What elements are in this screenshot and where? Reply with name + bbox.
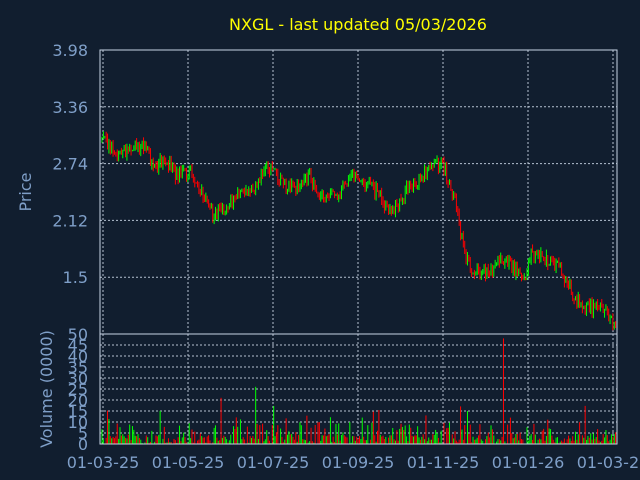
volume-tick-label: 5	[78, 424, 88, 443]
price-tick-label: 3.98	[52, 41, 88, 60]
volume-tick-label: 30	[68, 369, 88, 388]
x-tick-label: 01-07-25	[237, 453, 310, 472]
volume-tick-label: 35	[68, 358, 88, 377]
price-tick-label: 1.5	[63, 268, 88, 287]
volume-tick-label: 10	[68, 413, 88, 432]
volume-tick-label: 0	[78, 435, 88, 454]
volume-axis-label: Volume (0000)	[37, 330, 56, 448]
price-tick-label: 2.12	[52, 211, 88, 230]
price-axis-label: Price	[16, 172, 35, 211]
price-tick-label: 3.36	[52, 98, 88, 117]
chart-title: NXGL - last updated 05/03/2026	[229, 15, 487, 34]
price-tick-label: 2.74	[52, 155, 88, 174]
x-tick-label: 01-11-25	[407, 453, 480, 472]
volume-tick-label: 25	[68, 380, 88, 399]
x-tick-label: 01-05-25	[152, 453, 225, 472]
x-tick-label: 01-03-25	[67, 453, 140, 472]
x-grid	[102, 50, 614, 444]
candlestick-series	[101, 131, 618, 332]
volume-tick-label: 45	[68, 336, 88, 355]
volume-tick-label: 15	[68, 402, 88, 421]
x-axis-ticks: 01-03-25 01-05-25 01-07-25 01-09-25 01-11-25…	[67, 453, 640, 472]
price-axis-ticks: 3.98 3.36 2.74 2.12 1.5	[52, 41, 88, 287]
volume-tick-label: 40	[68, 347, 88, 366]
x-tick-label: 01-03-26	[577, 453, 640, 472]
volume-tick-label: 50	[68, 325, 88, 344]
volume-tick-label: 20	[68, 391, 88, 410]
volume-panel-frame	[99, 333, 618, 445]
x-tick-label: 01-01-26	[492, 453, 565, 472]
volume-series	[101, 338, 618, 444]
x-tick-label: 01-09-25	[322, 453, 395, 472]
